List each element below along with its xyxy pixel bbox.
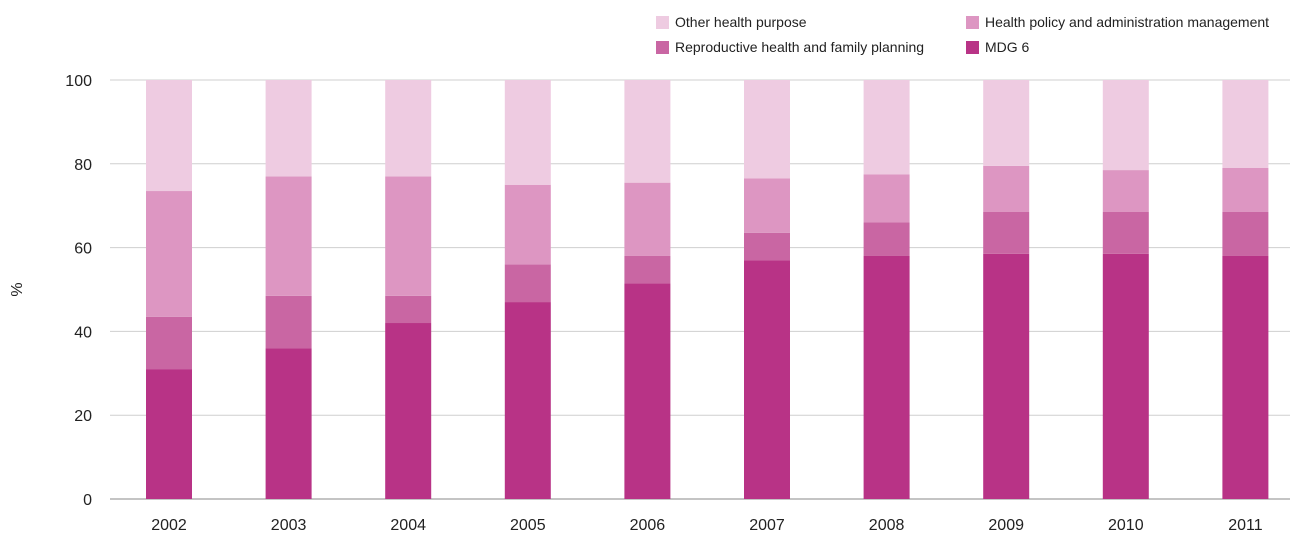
bar-segment <box>624 182 671 256</box>
bar-segment <box>1222 255 1269 499</box>
legend-item-health-policy: Health policy and administration managem… <box>966 14 1269 30</box>
legend-swatch <box>966 40 979 54</box>
bar-segment <box>1222 211 1269 256</box>
bar-segment <box>146 191 192 317</box>
legend-swatch <box>656 40 669 54</box>
bar-segment <box>744 178 790 233</box>
bar-segment <box>983 211 1030 254</box>
bar-segment <box>863 174 910 223</box>
x-tick-label: 2010 <box>1108 517 1144 534</box>
bar-segment <box>265 176 312 296</box>
axes: 0 20 40 60 80 100 2002 2003 2004 2005 2006 2007 2008… <box>65 73 1262 534</box>
bar-segment <box>983 253 1030 499</box>
legend-swatch <box>656 15 669 29</box>
y-tick-label: 100 <box>65 73 92 90</box>
bar-segment <box>1222 167 1269 212</box>
bar-segment <box>624 80 671 183</box>
legend-item-reproductive-health: Reproductive health and family planning <box>656 39 924 55</box>
bar-segment <box>265 80 312 177</box>
x-tick-label: 2005 <box>510 517 546 534</box>
legend: Other health purpose Health policy and a… <box>656 14 1291 64</box>
bar-segment <box>385 80 432 177</box>
legend-swatch <box>966 15 979 29</box>
bar-segment <box>983 80 1030 166</box>
bar-segment <box>1102 253 1149 499</box>
legend-item-other-health-purpose: Other health purpose <box>656 14 807 30</box>
x-tick-label: 2008 <box>869 517 905 534</box>
bar-segment <box>504 264 551 303</box>
x-tick-label: 2009 <box>988 517 1024 534</box>
legend-label: MDG 6 <box>985 39 1030 55</box>
y-tick-label: 20 <box>74 408 92 425</box>
y-tick-label: 80 <box>74 157 92 174</box>
y-tick-label: 60 <box>74 241 92 258</box>
bar-segment <box>744 80 790 179</box>
bar-segment <box>1102 170 1149 212</box>
bar-segment <box>146 80 192 192</box>
bar-segment <box>385 176 432 296</box>
x-tick-label: 2004 <box>390 517 426 534</box>
bars <box>146 80 1269 499</box>
bar-segment <box>1102 211 1149 254</box>
y-tick-label: 40 <box>74 324 92 341</box>
y-tick-label: 0 <box>83 492 92 509</box>
bar-segment <box>265 348 312 499</box>
legend-label: Other health purpose <box>675 14 807 30</box>
x-tick-label: 2011 <box>1228 517 1263 534</box>
bar-segment <box>265 295 312 349</box>
bar-segment <box>744 260 790 499</box>
bar-segment <box>624 283 671 499</box>
bar-segment <box>385 323 432 499</box>
bar-segment <box>744 232 790 261</box>
x-tick-label: 2003 <box>271 517 307 534</box>
bar-segment <box>863 80 910 175</box>
bar-segment <box>624 255 671 284</box>
legend-label: Reproductive health and family planning <box>675 39 925 55</box>
x-tick-label: 2002 <box>151 517 187 534</box>
bar-segment <box>863 222 910 256</box>
bar-segment <box>146 369 192 499</box>
legend-item-mdg-6: MDG 6 <box>966 39 1029 55</box>
bar-segment <box>1102 80 1149 171</box>
bar-segment <box>504 184 551 265</box>
bar-segment <box>504 302 551 499</box>
bar-segment <box>146 316 192 370</box>
legend-label: Health policy and administration managem… <box>985 14 1270 30</box>
x-tick-label: 2006 <box>630 517 666 534</box>
bar-segment <box>863 255 910 499</box>
y-axis-label: % <box>9 282 26 296</box>
bar-segment <box>1222 80 1269 168</box>
x-tick-label: 2007 <box>749 517 785 534</box>
bar-segment <box>385 295 432 324</box>
bar-segment <box>983 165 1030 212</box>
bar-segment <box>504 80 551 185</box>
